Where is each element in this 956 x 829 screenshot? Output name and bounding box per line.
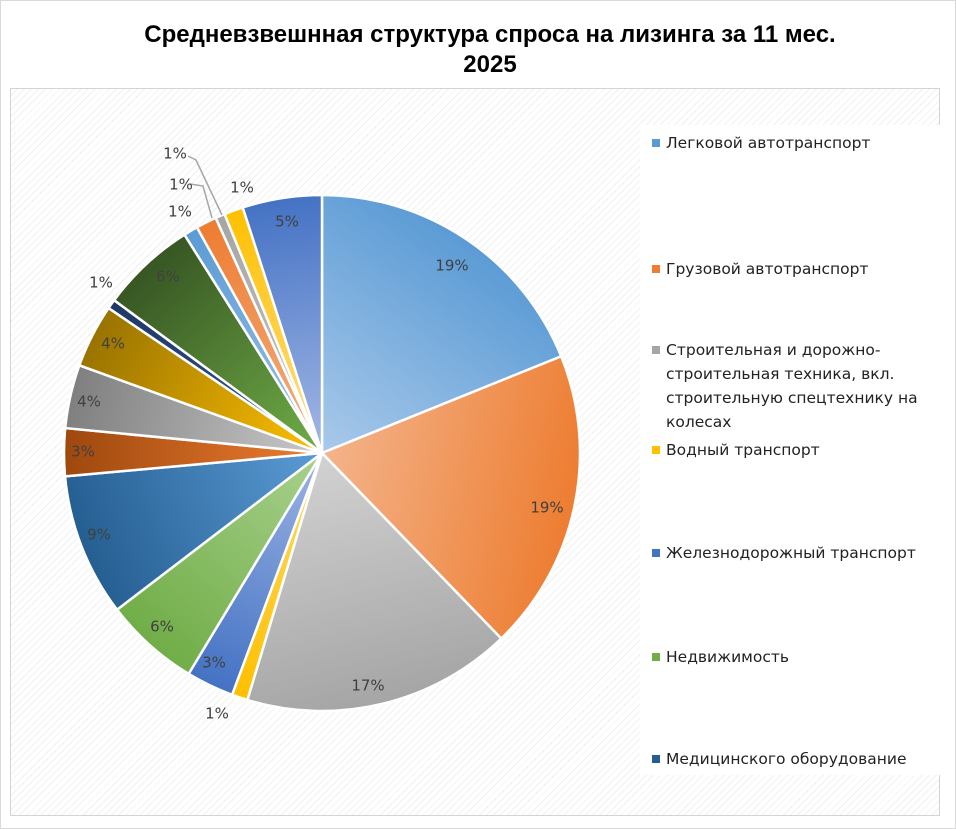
- legend-item-1: Легковой автотранспорт: [652, 131, 922, 155]
- slice-label-7: 9%: [87, 526, 111, 544]
- legend-item-3: Строительная и дорожно- строительная тех…: [652, 338, 922, 434]
- pie-slice-2: [319, 354, 582, 641]
- slice-label-9: 4%: [77, 393, 101, 411]
- legend-item-6: Недвижимость: [652, 645, 922, 669]
- legend-label-2: Грузовой автотранспорт: [666, 260, 869, 278]
- legend-swatch-5: [652, 549, 660, 557]
- pie-slice-1: [320, 193, 563, 455]
- slice-label-17: 5%: [275, 213, 299, 231]
- slice-label-1: 19%: [435, 257, 468, 275]
- slice-label-3: 17%: [351, 677, 384, 695]
- legend-item-4: Водный транспорт: [652, 438, 922, 462]
- leader-line-15: [187, 155, 223, 216]
- slice-label-10: 4%: [101, 335, 125, 353]
- slice-label-14: 1%: [169, 176, 193, 194]
- legend-label-5: Железнодорожный транспорт: [666, 544, 916, 562]
- pie-slice-17: [241, 193, 324, 454]
- legend-label-3: Строительная и дорожно- строительная тех…: [666, 341, 918, 431]
- pie-slice-3: [245, 450, 504, 713]
- slice-label-2: 19%: [530, 499, 563, 517]
- legend-label-4: Водный транспорт: [666, 441, 820, 459]
- slice-label-11: 1%: [89, 274, 113, 292]
- legend-item-5: Железнодорожный транспорт: [652, 541, 922, 565]
- legend-item-7: Медицинского оборудование: [652, 747, 922, 771]
- legend-label-1: Легковой автотранспорт: [666, 134, 871, 152]
- legend-swatch-3: [652, 346, 660, 354]
- leader-line-14: [189, 183, 213, 219]
- legend-label-7: Медицинского оборудование: [666, 750, 907, 768]
- slice-label-16: 1%: [230, 179, 254, 197]
- slice-label-12: 6%: [156, 268, 180, 286]
- legend-item-2: Грузовой автотранспорт: [652, 257, 922, 281]
- legend-swatch-2: [652, 265, 660, 273]
- slice-label-4: 1%: [205, 705, 229, 723]
- slice-label-15: 1%: [163, 145, 187, 163]
- legend: Легковой автотранспорт Грузовой автотранс…: [640, 125, 940, 775]
- legend-label-6: Недвижимость: [666, 648, 790, 666]
- slice-label-8: 3%: [71, 443, 95, 461]
- legend-swatch-6: [652, 653, 660, 661]
- legend-swatch-1: [652, 139, 660, 147]
- legend-swatch-4: [652, 446, 660, 454]
- slice-label-13: 1%: [168, 203, 192, 221]
- slice-label-6: 6%: [150, 618, 174, 636]
- legend-swatch-7: [652, 755, 660, 763]
- chart-title: Средневзвешнная структура спроса на лизи…: [144, 21, 836, 78]
- slice-label-5: 3%: [202, 654, 226, 672]
- pie-slice-7: [63, 451, 327, 612]
